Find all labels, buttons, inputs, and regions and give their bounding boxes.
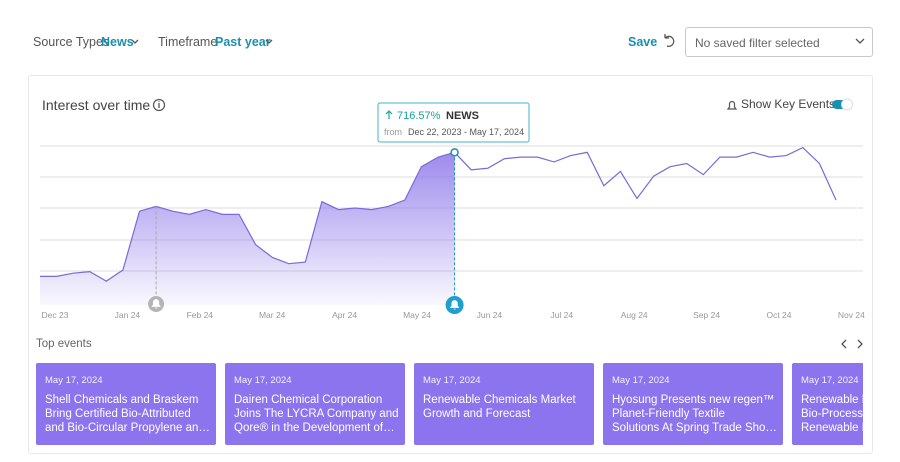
tooltip-change: 716.57% [397, 110, 441, 122]
events-title: Top events [36, 338, 92, 350]
source-value[interactable]: News [101, 35, 134, 49]
x-tick-label: Jan 24 [115, 310, 141, 320]
save-button[interactable]: Save [628, 35, 658, 49]
chevrons [131, 38, 865, 349]
x-tick-label: Oct 24 [766, 310, 791, 320]
event-title-line: Dairen Chemical Corporation [234, 394, 383, 406]
bell-icon [726, 100, 738, 110]
event-date: May 17, 2024 [234, 375, 292, 386]
x-tick-label: Nov 24 [838, 310, 865, 320]
timeframe-value[interactable]: Past year [215, 35, 271, 49]
event-date: May 17, 2024 [612, 375, 670, 386]
event-title-line: and Bio-Circular Propylene an… [45, 422, 210, 434]
event-title-line: Growth and Forecast [423, 408, 531, 420]
tooltip [377, 102, 530, 143]
x-tick-label: Apr 24 [332, 310, 357, 320]
source-label: Source Types [33, 35, 110, 49]
event-date: May 17, 2024 [801, 375, 859, 386]
dropdown-text: No saved filter selected [695, 36, 820, 50]
event-card[interactable]: May 17, 2024 Shell Chemicals and Braskem B… [36, 363, 216, 445]
area-highlight [40, 152, 455, 305]
x-tick-label: Feb 24 [187, 310, 214, 320]
timeframe-label: Timeframe [158, 35, 218, 49]
event-date: May 17, 2024 [45, 375, 103, 386]
event-title-line: Bring Certified Bio-Attributed [45, 408, 191, 420]
card-title: Interest over time [42, 97, 151, 113]
event-title-line: Renewable L [801, 422, 863, 434]
events-strip: May 17, 2024 Shell Chemicals and Braskem B… [36, 363, 863, 447]
line [40, 146, 837, 282]
event-card[interactable]: May 17, 2024 Hyosung Presents new regen™ P… [603, 363, 783, 445]
x-tick-label: Aug 24 [621, 310, 648, 320]
x-tick-label: Dec 23 [42, 310, 69, 320]
x-tick-label: Sep 24 [693, 310, 720, 320]
event-title-line: Planet-Friendly Textile [612, 408, 725, 420]
key-events-label: Show Key Events [741, 97, 836, 111]
event-title-line: Shell Chemicals and Braskem [45, 394, 199, 406]
undo-icon[interactable] [664, 34, 675, 47]
tooltip-arrow [385, 110, 393, 119]
key-event-bell [151, 299, 161, 309]
x-tick-label: Jul 24 [550, 310, 573, 320]
chart-card [28, 75, 873, 454]
tooltip-from: from [384, 127, 402, 137]
event-title-line: Renewable L [801, 394, 863, 406]
saved-filter-dropdown[interactable]: No saved filter selected [685, 27, 873, 57]
event-title-line: Qore® in the Development of… [234, 422, 395, 434]
tooltip-range: Dec 22, 2023 - May 17, 2024 [408, 127, 524, 137]
event-card[interactable]: May 17, 2024 Renewable L Bio-Process Renewa… [792, 363, 863, 445]
key-event-bell [449, 300, 460, 310]
event-title-line: Bio-Process [801, 408, 863, 420]
highlight-point [450, 148, 459, 157]
x-tick-label: Mar 24 [259, 310, 286, 320]
event-date: May 17, 2024 [423, 375, 481, 386]
toggle[interactable] [832, 98, 853, 111]
event-title-line: Hyosung Presents new regen™ [612, 394, 775, 406]
x-tick-label: Jun 24 [477, 310, 503, 320]
info-icon [152, 98, 166, 112]
event-title-line: Renewable Chemicals Market [423, 394, 576, 406]
tooltip-series: NEWS [446, 110, 479, 122]
x-tick-label: May 24 [403, 310, 431, 320]
event-card[interactable]: May 17, 2024 Renewable Chemicals Market Gr… [414, 363, 594, 445]
event-card[interactable]: May 17, 2024 Dairen Chemical Corporation J… [225, 363, 405, 445]
event-title-line: Solutions At Spring Trade Sho… [612, 422, 777, 434]
event-title-line: Joins The LYCRA Company and [234, 408, 399, 420]
